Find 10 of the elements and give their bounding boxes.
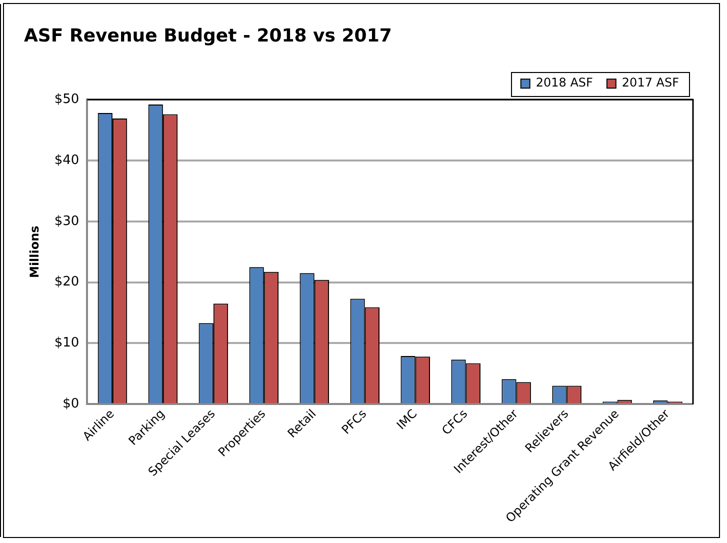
y-tick-label: $0 [62,396,80,412]
y-axis-title: Millions [27,226,42,278]
y-tick-label: $10 [54,336,80,351]
legend-label: 2018 ASF [536,76,594,90]
y-tick-label: $50 [54,92,80,107]
chart-title: ASF Revenue Budget - 2018 vs 2017 [24,25,392,46]
y-tick-label: $30 [54,214,80,229]
legend-label: 2017 ASF [622,76,680,90]
y-tick-label: $40 [54,152,80,168]
y-tick-label: $20 [54,274,80,290]
